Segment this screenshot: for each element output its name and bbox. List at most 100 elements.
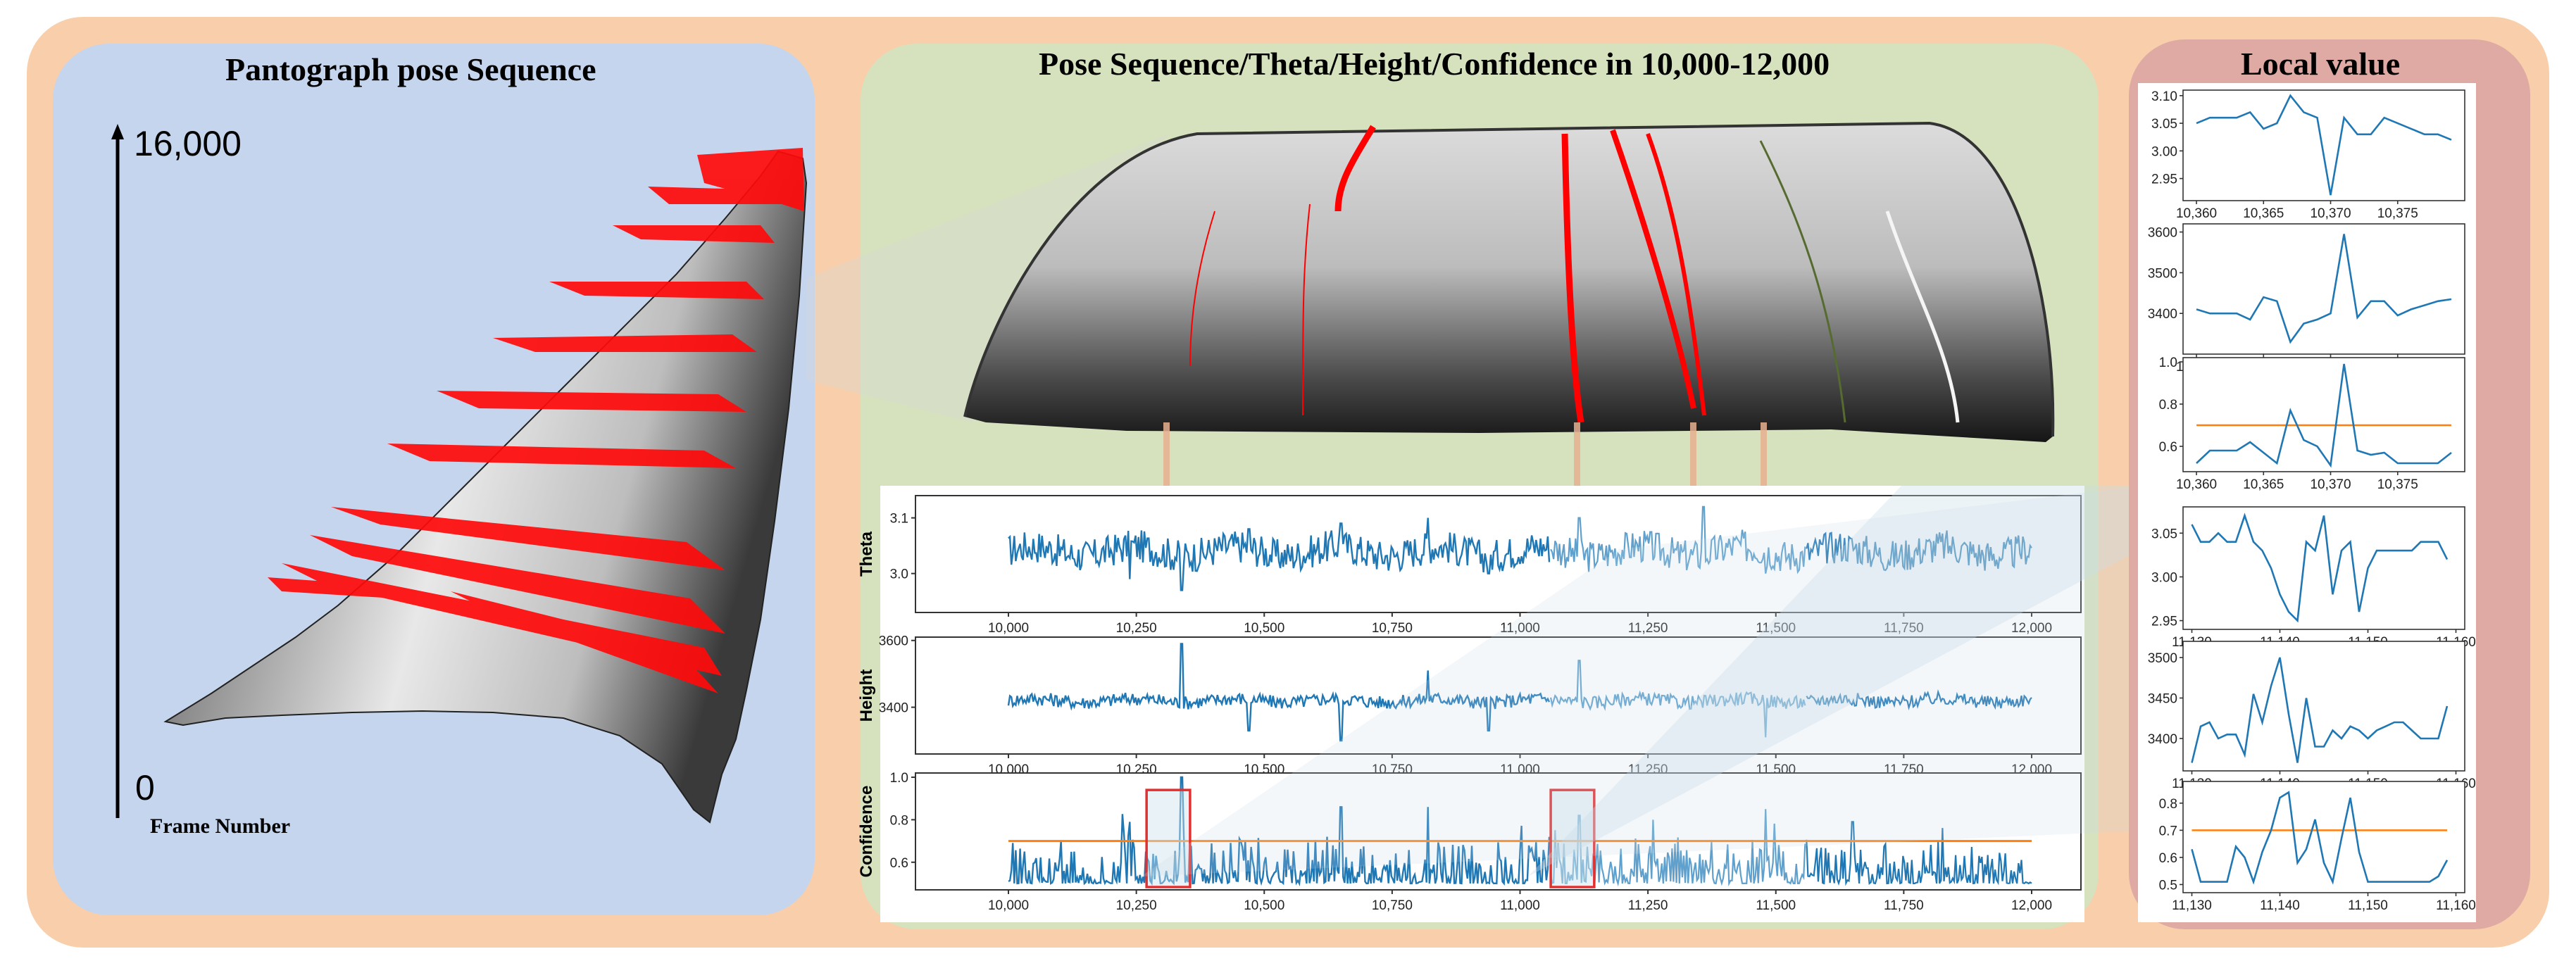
confidence-main-xtick-label: 12,000 bbox=[2011, 898, 2052, 913]
local-height-2-ytick-label: 3450 bbox=[2148, 692, 2177, 707]
theta-main-xtick-label: 11,250 bbox=[1628, 621, 1668, 636]
local-height-1-ytick-label: 3500 bbox=[2148, 266, 2177, 281]
confidence-main-series-c bbox=[1806, 821, 2032, 886]
local-theta-1-xtick-label: 10,375 bbox=[2377, 206, 2418, 221]
local-confidence-1-xtick-label: 10,375 bbox=[2377, 477, 2418, 492]
local-height-2-ytick-label: 3400 bbox=[2148, 732, 2177, 747]
local-theta-1-xtick-label: 10,370 bbox=[2310, 206, 2351, 221]
local-theta-1-series bbox=[2196, 94, 2452, 196]
theta-main-ytick-label: 3.1 bbox=[890, 512, 908, 527]
confidence-main-xtick-label: 11,500 bbox=[1756, 898, 1796, 913]
local-confidence-2-ytick-label: 0.5 bbox=[2159, 878, 2177, 893]
local-confidence-2-frame bbox=[2182, 781, 2465, 893]
theta-main-xtick-label: 10,500 bbox=[1244, 621, 1284, 636]
local-confidence-1-xtick-label: 10,360 bbox=[2176, 477, 2217, 492]
theta-main-xtick-label: 11,750 bbox=[1884, 621, 1924, 636]
theta-main-series-c bbox=[1806, 530, 2032, 572]
local-confidence-1-ytick-label: 0.8 bbox=[2159, 398, 2177, 413]
local-confidence-1-series bbox=[2196, 363, 2452, 468]
local-theta-1-ytick-label: 2.95 bbox=[2151, 172, 2177, 187]
local-confidence-2-series bbox=[2191, 791, 2449, 885]
theta-main-xtick-label: 11,000 bbox=[1500, 621, 1540, 636]
confidence-main-series-a bbox=[1008, 776, 1551, 886]
local-confidence-2-ytick-label: 0.7 bbox=[2159, 824, 2177, 838]
confidence-main-frame bbox=[915, 772, 2082, 891]
theta-main-xtick-label: 10,250 bbox=[1116, 621, 1157, 636]
confidence-main-xtick-label: 10,500 bbox=[1244, 898, 1284, 913]
local-theta-1-ytick-label: 3.00 bbox=[2151, 144, 2177, 159]
theta-main-ytick-label: 3.0 bbox=[890, 567, 908, 582]
height-main-series-b bbox=[1550, 660, 1806, 738]
local-confidence-2-xtick-label: 11,150 bbox=[2348, 898, 2388, 913]
local-confidence-2-xtick-label: 11,140 bbox=[2260, 898, 2300, 913]
local-confidence-2-xtick-label: 11,130 bbox=[2172, 898, 2212, 913]
confidence-main-xtick-label: 11,000 bbox=[1500, 898, 1540, 913]
middle-panel-title: Pose Sequence/Theta/Height/Confidence in… bbox=[1039, 46, 1830, 82]
height-main-series-c bbox=[1806, 689, 2032, 710]
local-theta-2-ytick-label: 2.95 bbox=[2151, 615, 2177, 629]
confidence-main-xtick-label: 10,750 bbox=[1372, 898, 1413, 913]
height-main-ytick-label: 3400 bbox=[879, 701, 908, 716]
confidence-main-ytick-label: 1.0 bbox=[890, 771, 908, 786]
confidence-main-xtick-label: 11,250 bbox=[1628, 898, 1668, 913]
theta-main-xtick-label: 10,000 bbox=[988, 621, 1029, 636]
confidence-main-ytick-label: 0.6 bbox=[890, 856, 908, 871]
local-confidence-2-ytick-label: 0.6 bbox=[2159, 851, 2177, 866]
confidence-main-xtick-label: 10,000 bbox=[988, 898, 1029, 913]
confidence-main-xtick-label: 11,750 bbox=[1884, 898, 1924, 913]
local-theta-2-series bbox=[2191, 513, 2449, 623]
confidence-main-xtick-label: 10,250 bbox=[1116, 898, 1157, 913]
local-theta-1-frame bbox=[2182, 89, 2465, 201]
confidence-main-ylabel: Confidence bbox=[857, 786, 876, 878]
local-confidence-1-frame bbox=[2182, 357, 2465, 472]
theta-main-series-a bbox=[1008, 517, 1551, 591]
frame-axis-bottom-label: 0 bbox=[135, 768, 155, 807]
local-theta-1-xtick-label: 10,365 bbox=[2243, 206, 2284, 221]
local-confidence-1-ytick-label: 1.0 bbox=[2159, 356, 2177, 370]
theta-main-xtick-label: 12,000 bbox=[2011, 621, 2052, 636]
local-theta-2-ytick-label: 3.05 bbox=[2151, 527, 2177, 541]
frame-axis-label: Frame Number bbox=[150, 815, 291, 838]
local-theta-1-xtick-label: 10,360 bbox=[2176, 206, 2217, 221]
local-height-1-ytick-label: 3400 bbox=[2148, 307, 2177, 322]
frame-axis-top-label: 16,000 bbox=[134, 124, 242, 163]
local-height-1-series bbox=[2196, 234, 2452, 344]
theta-main-xtick-label: 10,750 bbox=[1372, 621, 1413, 636]
local-theta-1-ytick-label: 3.05 bbox=[2151, 117, 2177, 132]
confidence-main-highlight-box-1 bbox=[1145, 788, 1192, 888]
local-height-1-ytick-label: 3600 bbox=[2148, 226, 2177, 241]
left-panel-title: Pantograph pose Sequence bbox=[225, 51, 596, 87]
local-confidence-2-xtick-label: 11,160 bbox=[2436, 898, 2476, 913]
local-height-1-frame bbox=[2182, 223, 2465, 355]
height-main-ylabel: Height bbox=[857, 670, 876, 722]
local-theta-1-ytick-label: 3.10 bbox=[2151, 89, 2177, 104]
height-main-series-a bbox=[1007, 643, 1551, 742]
local-theta-2-ytick-label: 3.00 bbox=[2151, 570, 2177, 585]
theta-main-xtick-label: 11,500 bbox=[1756, 621, 1796, 636]
confidence-main-highlight-box-2 bbox=[1549, 788, 1596, 888]
local-height-2-series bbox=[2191, 657, 2449, 763]
height-main-ytick-label: 3600 bbox=[879, 634, 908, 649]
local-confidence-2-ytick-label: 0.8 bbox=[2159, 797, 2177, 812]
local-height-2-ytick-label: 3500 bbox=[2148, 651, 2177, 666]
right-panel-title: Local value bbox=[2241, 46, 2401, 82]
height-main-frame bbox=[915, 636, 2082, 755]
local-height-2-frame bbox=[2182, 641, 2465, 772]
local-confidence-1-xtick-label: 10,370 bbox=[2310, 477, 2351, 492]
confidence-main-ytick-label: 0.8 bbox=[890, 813, 908, 828]
theta-main-series-b bbox=[1550, 505, 1806, 574]
local-theta-2-frame bbox=[2182, 506, 2465, 630]
local-confidence-1-xtick-label: 10,365 bbox=[2243, 477, 2284, 492]
local-confidence-1-ytick-label: 0.6 bbox=[2159, 440, 2177, 455]
theta-main-ylabel: Theta bbox=[857, 531, 876, 577]
